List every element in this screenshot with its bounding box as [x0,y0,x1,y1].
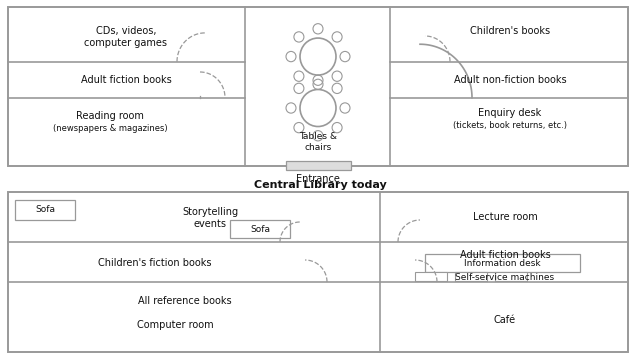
Text: Adult fiction books: Adult fiction books [81,75,172,85]
Bar [455,272,487,281]
Text: Reading room: Reading room [76,111,144,121]
Text: All reference books: All reference books [138,296,232,306]
Bar [425,254,580,272]
Text: Information desk: Information desk [464,258,541,267]
Bar [285,161,351,170]
Text: Adult non-fiction books: Adult non-fiction books [454,75,566,85]
Text: Children's books: Children's books [470,26,550,36]
Text: Adult fiction books: Adult fiction books [460,250,550,260]
Bar [15,200,75,220]
Text: (tickets, book returns, etc.): (tickets, book returns, etc.) [453,121,567,130]
Bar [8,7,628,166]
Bar [230,220,290,238]
Text: Enquiry desk: Enquiry desk [478,108,541,118]
Text: CDs, videos,: CDs, videos, [96,26,156,36]
Text: Central Library today: Central Library today [253,180,387,190]
Text: chairs: chairs [305,143,332,152]
Text: Café: Café [494,315,516,325]
Text: Children's fiction books: Children's fiction books [99,258,212,268]
Text: events: events [193,219,227,229]
Text: Storytelling: Storytelling [182,207,238,217]
Text: Lecture room: Lecture room [472,212,538,222]
Text: Self-service machines: Self-service machines [456,274,555,283]
Text: computer games: computer games [84,38,168,48]
Bar [8,192,628,352]
Text: Computer room: Computer room [137,320,213,330]
Text: Sofa: Sofa [35,206,55,215]
Text: Entrance: Entrance [296,174,340,184]
Bar [415,272,447,281]
Bar [495,272,527,281]
Text: Tables &: Tables & [299,132,337,141]
Text: (newspapers & magazines): (newspapers & magazines) [52,124,167,133]
Text: Sofa: Sofa [250,225,270,234]
